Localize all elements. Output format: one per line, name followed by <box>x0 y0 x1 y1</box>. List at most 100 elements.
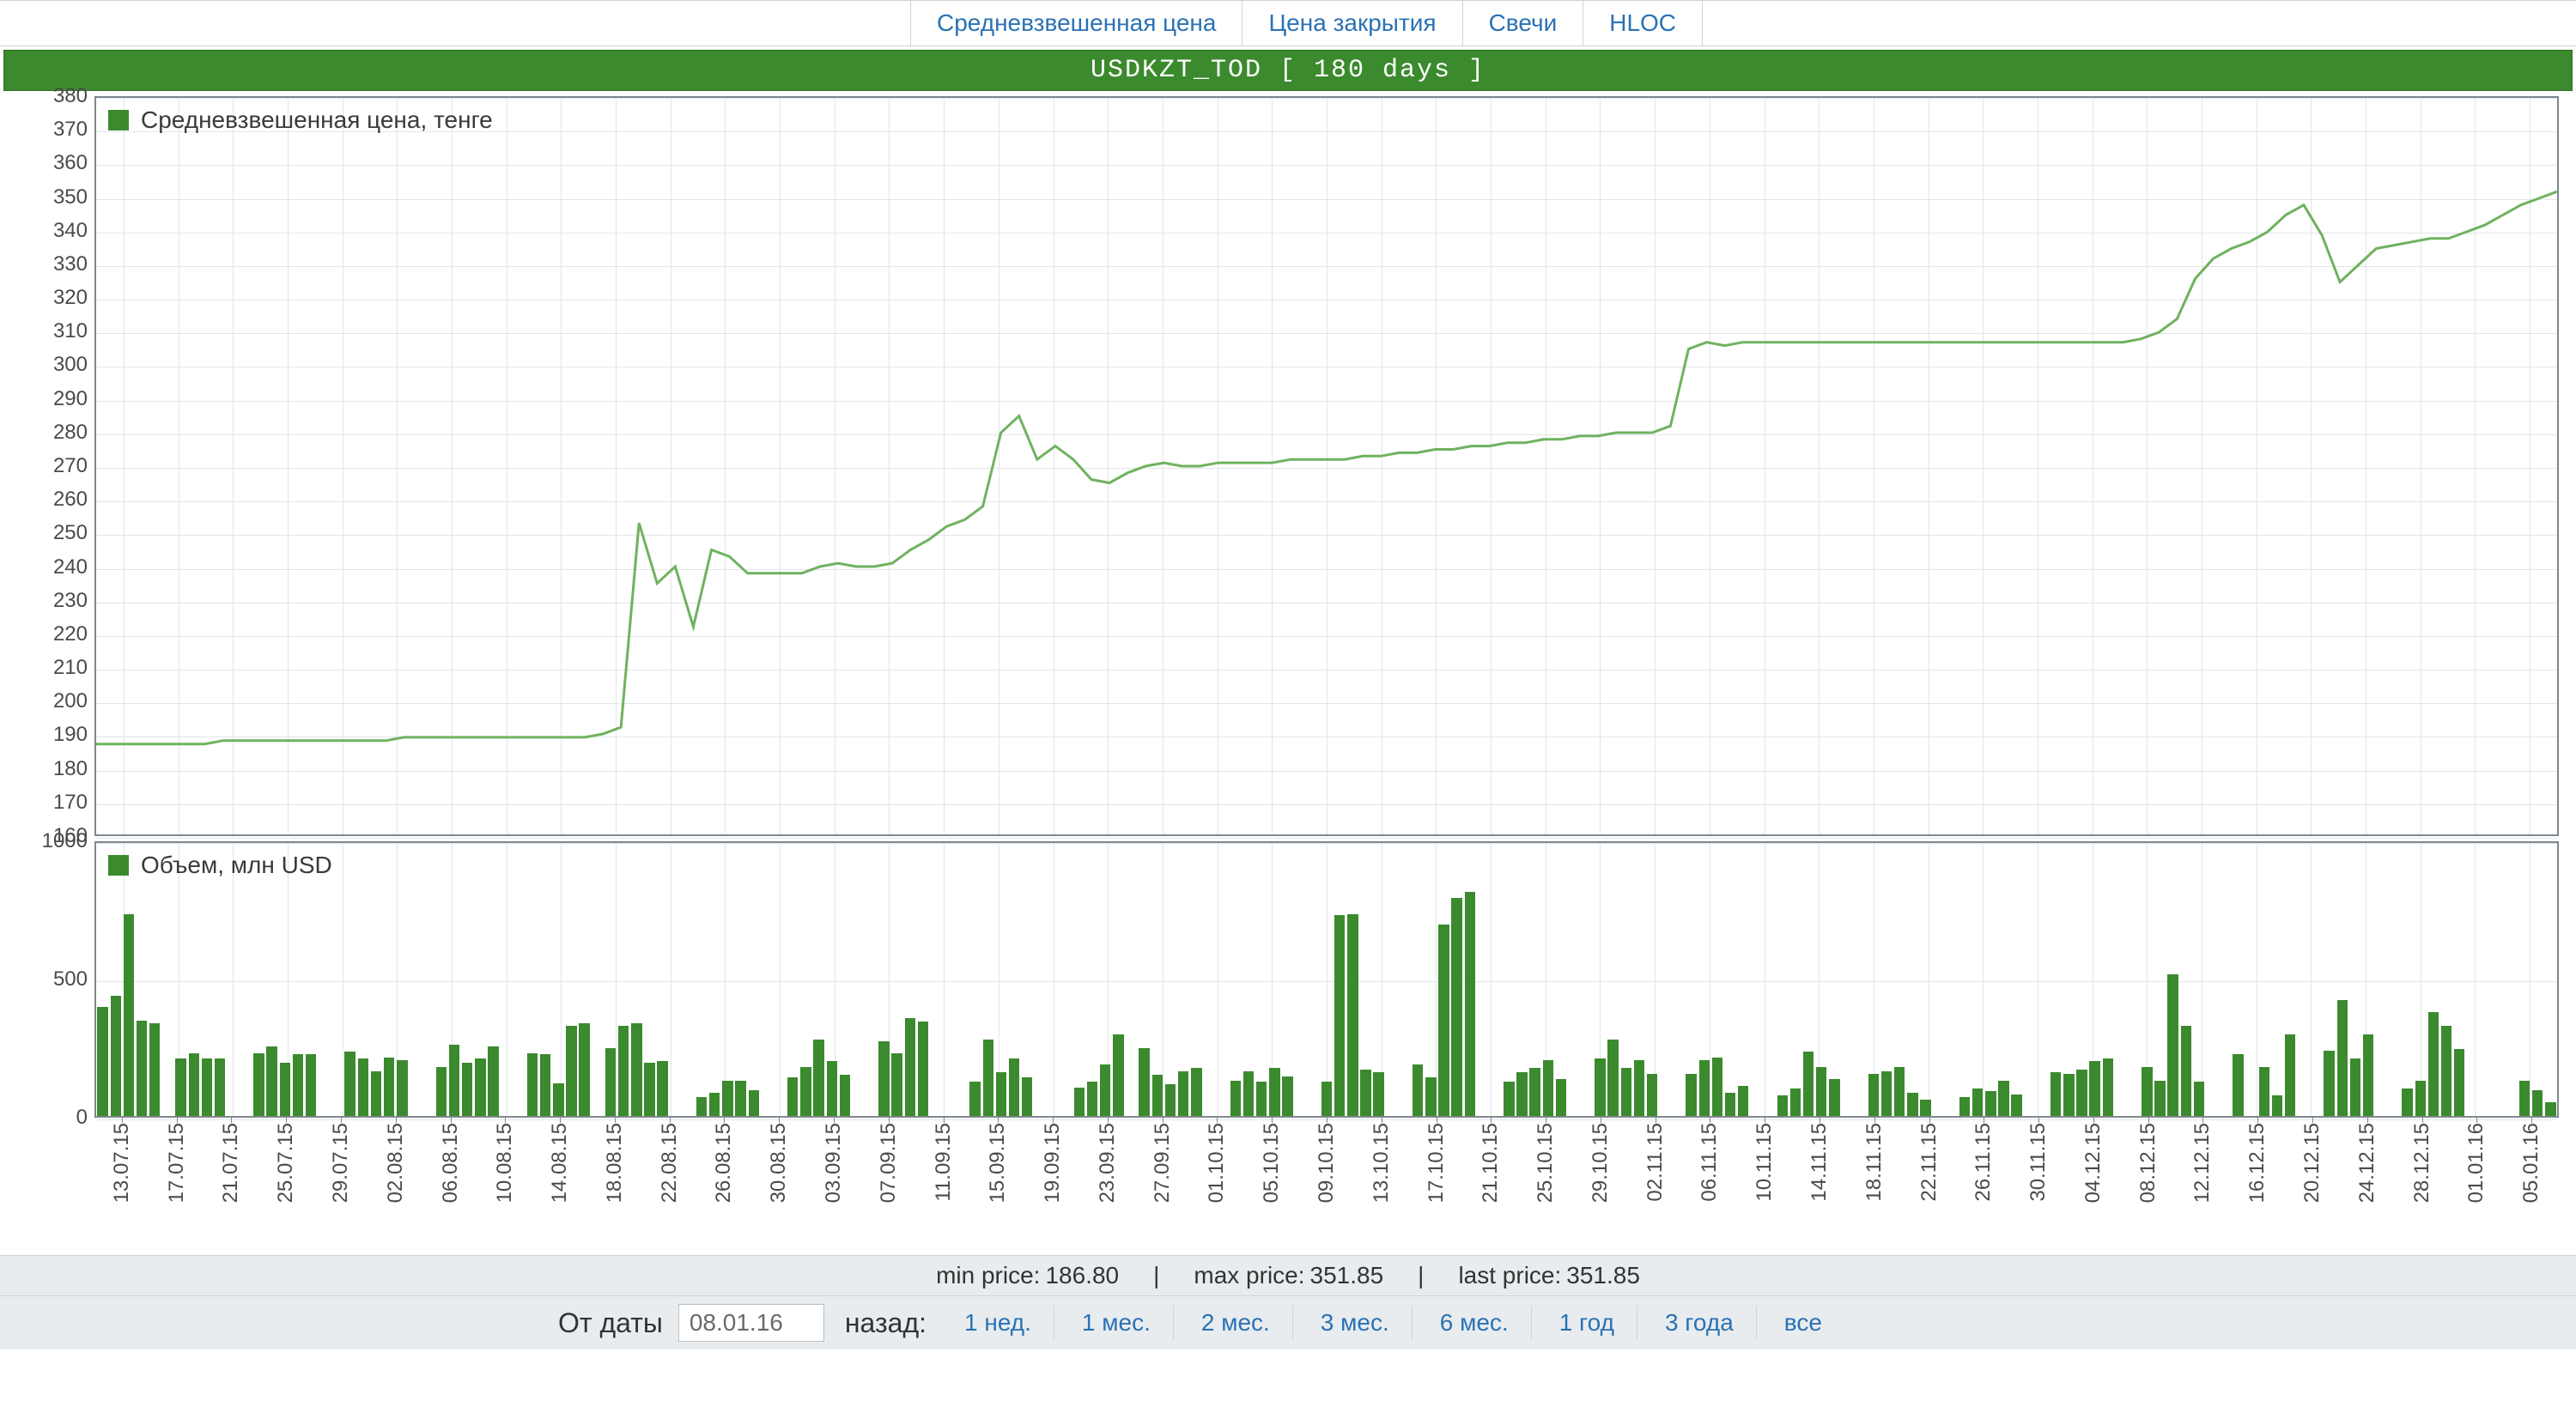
volume-bar <box>488 1046 498 1116</box>
volume-bar <box>553 1083 563 1116</box>
max-price-value: 351.85 <box>1310 1262 1384 1289</box>
x-tick-label: 09.10.15 <box>1315 1123 1339 1203</box>
volume-bar <box>2103 1058 2113 1116</box>
volume-bar <box>1360 1070 1370 1116</box>
max-price-label: max price: <box>1194 1262 1304 1289</box>
volume-bar <box>253 1053 264 1116</box>
volume-bar <box>1959 1097 1970 1116</box>
period-3month[interactable]: 3 мес. <box>1298 1306 1413 1340</box>
volume-bar <box>1607 1040 1618 1116</box>
y-tick-label: 190 <box>53 723 88 747</box>
volume-bar <box>2519 1081 2530 1116</box>
volume-bar <box>2167 974 2178 1116</box>
volume-bar <box>2285 1034 2295 1116</box>
volume-bar <box>827 1061 837 1116</box>
period-all[interactable]: все <box>1762 1306 1844 1340</box>
volume-bar <box>449 1045 459 1116</box>
volume-bar <box>1087 1082 1097 1116</box>
volume-bar <box>1647 1074 1657 1116</box>
y-tick-label: 200 <box>53 689 88 713</box>
price-legend-label: Средневзвешенная цена, тенге <box>141 106 493 134</box>
volume-bar <box>2428 1012 2439 1116</box>
legend-swatch-icon <box>108 110 129 130</box>
x-tick-label: 12.12.15 <box>2190 1123 2215 1203</box>
x-tick-label: 24.12.15 <box>2355 1123 2379 1203</box>
x-tick-label: 18.11.15 <box>1862 1123 1886 1202</box>
tab-weighted-price[interactable]: Средневзвешенная цена <box>910 1 1242 45</box>
volume-bar <box>2050 1072 2061 1116</box>
x-tick-label: 28.12.15 <box>2410 1123 2434 1203</box>
volume-bar <box>905 1018 915 1116</box>
x-tick-label: 05.01.16 <box>2519 1123 2543 1203</box>
y-tick-label: 170 <box>53 791 88 815</box>
volume-bar <box>1868 1074 1879 1116</box>
x-tick-label: 06.11.15 <box>1698 1123 1722 1202</box>
x-tick-label: 29.07.15 <box>329 1123 353 1203</box>
tab-candles[interactable]: Свечи <box>1463 1 1584 45</box>
volume-bar <box>97 1007 107 1116</box>
volume-bar <box>605 1048 616 1117</box>
tab-close-price[interactable]: Цена закрытия <box>1242 1 1462 45</box>
y-tick-label: 340 <box>53 219 88 243</box>
volume-bar <box>1725 1093 1735 1116</box>
y-tick-label: 230 <box>53 589 88 613</box>
legend-swatch-icon <box>108 855 129 876</box>
volume-bar <box>1998 1081 2008 1116</box>
volume-bar <box>436 1067 447 1116</box>
x-tick-label: 17.10.15 <box>1425 1123 1449 1203</box>
period-1year[interactable]: 1 год <box>1537 1306 1637 1340</box>
from-date-input[interactable] <box>678 1304 824 1342</box>
volume-bar <box>527 1053 538 1116</box>
period-2month[interactable]: 2 мес. <box>1179 1306 1293 1340</box>
volume-y-axis: 05001000 <box>9 841 94 1118</box>
volume-bar <box>2415 1081 2426 1116</box>
y-tick-label: 180 <box>53 757 88 781</box>
x-tick-label: 11.09.15 <box>932 1123 956 1202</box>
min-price-label: min price: <box>936 1262 1040 1289</box>
period-6month[interactable]: 6 мес. <box>1418 1306 1532 1340</box>
x-tick-label: 30.11.15 <box>2026 1123 2050 1202</box>
volume-bar <box>1790 1088 1801 1116</box>
x-tick-label: 30.08.15 <box>767 1123 791 1203</box>
volume-bar <box>2076 1070 2087 1116</box>
x-tick-label: 17.07.15 <box>165 1123 189 1203</box>
volume-bar <box>293 1054 303 1116</box>
volume-bar <box>2233 1054 2243 1116</box>
volume-bar <box>1516 1072 1527 1116</box>
x-tick-label: 14.08.15 <box>548 1123 572 1203</box>
volume-bar <box>800 1067 811 1116</box>
volume-bar <box>266 1046 276 1116</box>
volume-bar <box>397 1060 407 1116</box>
x-tick-label: 26.08.15 <box>712 1123 736 1203</box>
min-price-value: 186.80 <box>1045 1262 1119 1289</box>
x-tick-label: 03.09.15 <box>822 1123 846 1203</box>
y-tick-label: 290 <box>53 387 88 411</box>
x-tick-label: 01.10.15 <box>1205 1123 1229 1203</box>
x-tick-label: 26.11.15 <box>1971 1123 1996 1202</box>
volume-bar <box>1256 1082 1267 1116</box>
volume-bar <box>2337 1000 2348 1116</box>
volume-bar <box>1699 1060 1710 1116</box>
period-1week[interactable]: 1 нед. <box>942 1306 1054 1340</box>
volume-bar <box>306 1054 316 1116</box>
volume-legend: Объем, млн USD <box>108 852 332 879</box>
tab-hloc[interactable]: HLOC <box>1583 1 1703 45</box>
last-price-value: 351.85 <box>1566 1262 1640 1289</box>
volume-bar <box>618 1026 629 1116</box>
volume-bar <box>215 1058 225 1116</box>
period-1month[interactable]: 1 мес. <box>1060 1306 1174 1340</box>
volume-bar <box>137 1021 147 1116</box>
period-3year[interactable]: 3 года <box>1643 1306 1757 1340</box>
x-tick-label: 18.08.15 <box>603 1123 627 1203</box>
volume-bar <box>149 1023 160 1116</box>
volume-plot-area: Объем, млн USD <box>94 841 2559 1118</box>
volume-bar <box>918 1022 928 1116</box>
chart-type-tabs: Средневзвешенная цена Цена закрытия Свеч… <box>0 0 2576 46</box>
volume-bar <box>2181 1026 2191 1116</box>
x-tick-label: 10.08.15 <box>493 1123 517 1203</box>
volume-bar <box>1347 914 1358 1116</box>
volume-bar <box>1451 898 1461 1116</box>
volume-bar <box>2402 1088 2412 1116</box>
price-plot-area: Средневзвешенная цена, тенге <box>94 96 2559 836</box>
volume-bar <box>1881 1071 1892 1116</box>
